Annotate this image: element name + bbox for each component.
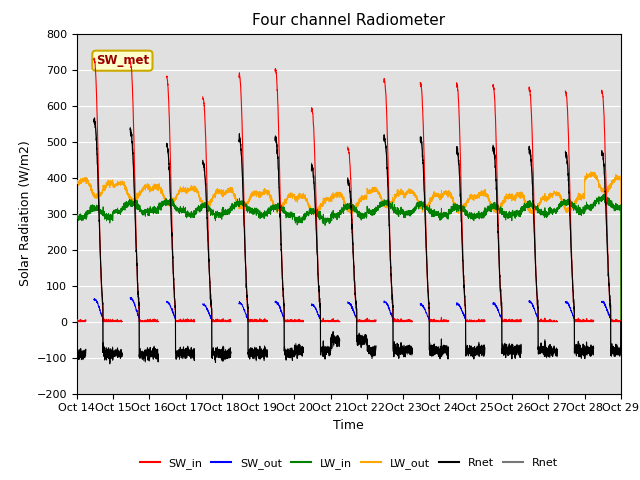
LW_out [440,189,448,194]
LW_out [617,319,625,324]
Rnet [471,345,479,351]
Rnet [171,297,179,302]
Legend: SW_in, SW_out, LW_in, LW_out, Rnet, Rnet: SW_in, SW_out, LW_in, LW_out, Rnet, Rnet [135,453,563,473]
LW_out [616,175,624,181]
Rnet [171,296,179,301]
SW_in [73,318,81,324]
Title: Four channel Radiometer: Four channel Radiometer [252,13,445,28]
Line: LW_out: LW_out [77,172,621,322]
LW_in [616,205,624,211]
SW_in [502,318,509,324]
LW_out [502,196,509,202]
SW_out [502,319,509,324]
LW_in [471,210,479,216]
LW_in [502,213,509,218]
SW_out [616,319,624,324]
Rnet [441,349,449,355]
Line: SW_in: SW_in [77,58,621,322]
SW_out [471,319,479,324]
LW_out [587,169,595,175]
Rnet [617,318,625,324]
SW_out [171,314,179,320]
LW_in [617,319,625,324]
Rnet [617,319,625,324]
Line: SW_out: SW_out [77,298,621,322]
SW_in [617,319,625,324]
LW_out [73,180,81,185]
Rnet [616,348,624,354]
SW_out [73,318,81,324]
Rnet [616,348,624,354]
Rnet [329,335,337,340]
SW_out [329,318,337,324]
Rnet [73,350,81,356]
Rnet [471,347,479,352]
SW_in [171,299,179,305]
SW_out [617,319,625,324]
Rnet [502,346,509,352]
SW_in [329,318,337,324]
LW_out [171,198,179,204]
LW_in [600,191,608,197]
SW_in [471,318,479,324]
Line: Rnet: Rnet [77,118,621,364]
Rnet [73,350,81,356]
Line: LW_in: LW_in [77,194,621,322]
Y-axis label: Solar Radiation (W/m2): Solar Radiation (W/m2) [18,141,31,287]
Rnet [502,346,509,352]
Rnet [329,335,337,341]
LW_in [440,210,448,216]
X-axis label: Time: Time [333,419,364,432]
LW_in [73,214,81,219]
Line: Rnet: Rnet [77,119,621,363]
SW_out [441,319,449,324]
Text: SW_met: SW_met [96,54,149,67]
SW_in [616,319,624,324]
LW_in [171,204,179,210]
Rnet [441,350,449,356]
LW_out [328,195,336,201]
LW_in [328,214,336,219]
SW_in [441,319,449,324]
LW_out [471,192,479,197]
